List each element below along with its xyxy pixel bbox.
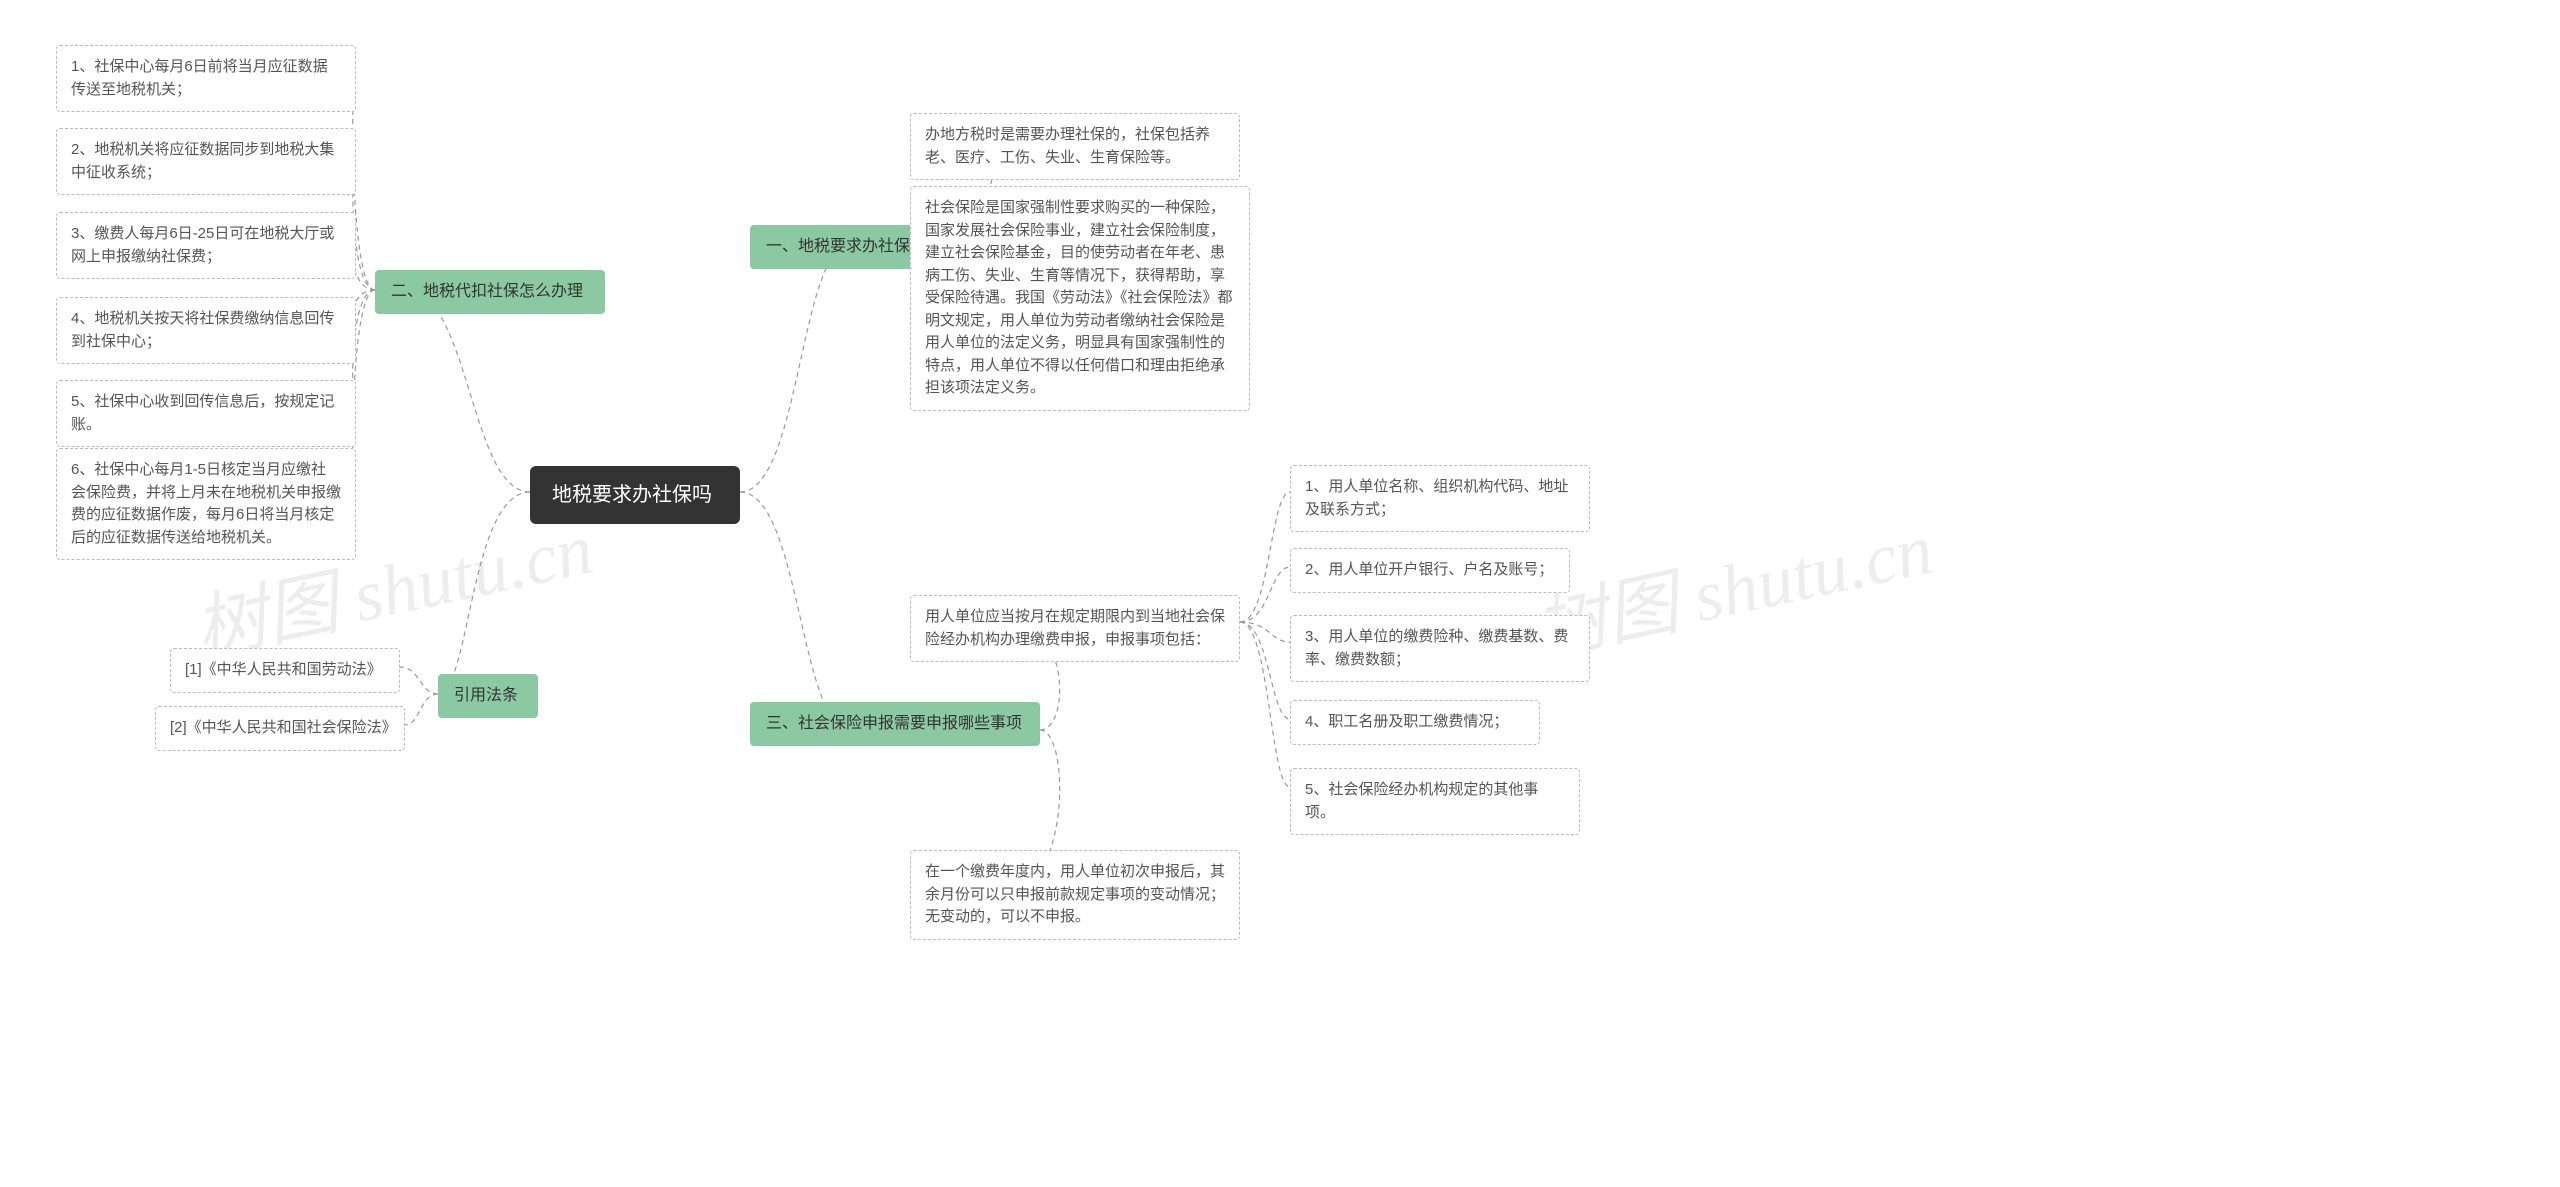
connector xyxy=(1240,622,1290,719)
leaf-b3-0-1[interactable]: 2、用人单位开户银行、户名及账号； xyxy=(1290,548,1570,593)
connector xyxy=(353,72,375,290)
leaf-b4-0[interactable]: [1]《中华人民共和国劳动法》 xyxy=(170,648,400,693)
connector xyxy=(740,245,850,492)
connector xyxy=(1240,622,1290,787)
branch-2[interactable]: 二、地税代扣社保怎么办理 xyxy=(375,270,605,314)
leaf-b2-5[interactable]: 6、社保中心每月1-5日核定当月应缴社会保险费，并将上月未在地税机关申报缴费的应… xyxy=(56,448,356,560)
connector xyxy=(400,667,438,694)
leaf-b3-0[interactable]: 用人单位应当按月在规定期限内到当地社会保险经办机构办理缴费申报，申报事项包括： xyxy=(910,595,1240,662)
branch-4[interactable]: 引用法条 xyxy=(438,674,538,718)
connector xyxy=(353,240,375,290)
connector xyxy=(438,492,530,694)
leaf-b1-1[interactable]: 社会保险是国家强制性要求购买的一种保险，国家发展社会保险事业，建立社会保险制度，… xyxy=(910,186,1250,411)
root-node[interactable]: 地税要求办社保吗 xyxy=(530,466,740,524)
branch-3[interactable]: 三、社会保险申报需要申报哪些事项 xyxy=(750,702,1040,746)
leaf-b3-0-2[interactable]: 3、用人单位的缴费险种、缴费基数、费率、缴费数额； xyxy=(1290,615,1590,682)
connector xyxy=(353,290,375,399)
connector xyxy=(405,694,438,725)
leaf-b2-4[interactable]: 5、社保中心收到回传信息后，按规定记账。 xyxy=(56,380,356,447)
connector xyxy=(405,290,530,492)
connector xyxy=(740,492,850,730)
leaf-b3-0-0[interactable]: 1、用人单位名称、组织机构代码、地址及联系方式； xyxy=(1290,465,1590,532)
connector xyxy=(1240,492,1290,622)
connector xyxy=(353,155,375,290)
leaf-b2-3[interactable]: 4、地税机关按天将社保费缴纳信息回传到社保中心； xyxy=(56,297,356,364)
leaf-b2-1[interactable]: 2、地税机关将应征数据同步到地税大集中征收系统； xyxy=(56,128,356,195)
connector xyxy=(1240,622,1290,642)
leaf-b4-1[interactable]: [2]《中华人民共和国社会保险法》 xyxy=(155,706,405,751)
leaf-b2-2[interactable]: 3、缴费人每月6日-25日可在地税大厅或网上申报缴纳社保费； xyxy=(56,212,356,279)
leaf-b3-0-4[interactable]: 5、社会保险经办机构规定的其他事项。 xyxy=(1290,768,1580,835)
leaf-b3-0-3[interactable]: 4、职工名册及职工缴费情况； xyxy=(1290,700,1540,745)
connector xyxy=(353,290,375,497)
connector xyxy=(1240,567,1290,622)
leaf-b3-1[interactable]: 在一个缴费年度内，用人单位初次申报后，其余月份可以只申报前款规定事项的变动情况；… xyxy=(910,850,1240,940)
leaf-b2-0[interactable]: 1、社保中心每月6日前将当月应征数据传送至地税机关； xyxy=(56,45,356,112)
connector xyxy=(353,290,375,324)
connector-layer xyxy=(0,0,2560,1187)
leaf-b1-0[interactable]: 办地方税时是需要办理社保的，社保包括养老、医疗、工伤、失业、生育保险等。 xyxy=(910,113,1240,180)
